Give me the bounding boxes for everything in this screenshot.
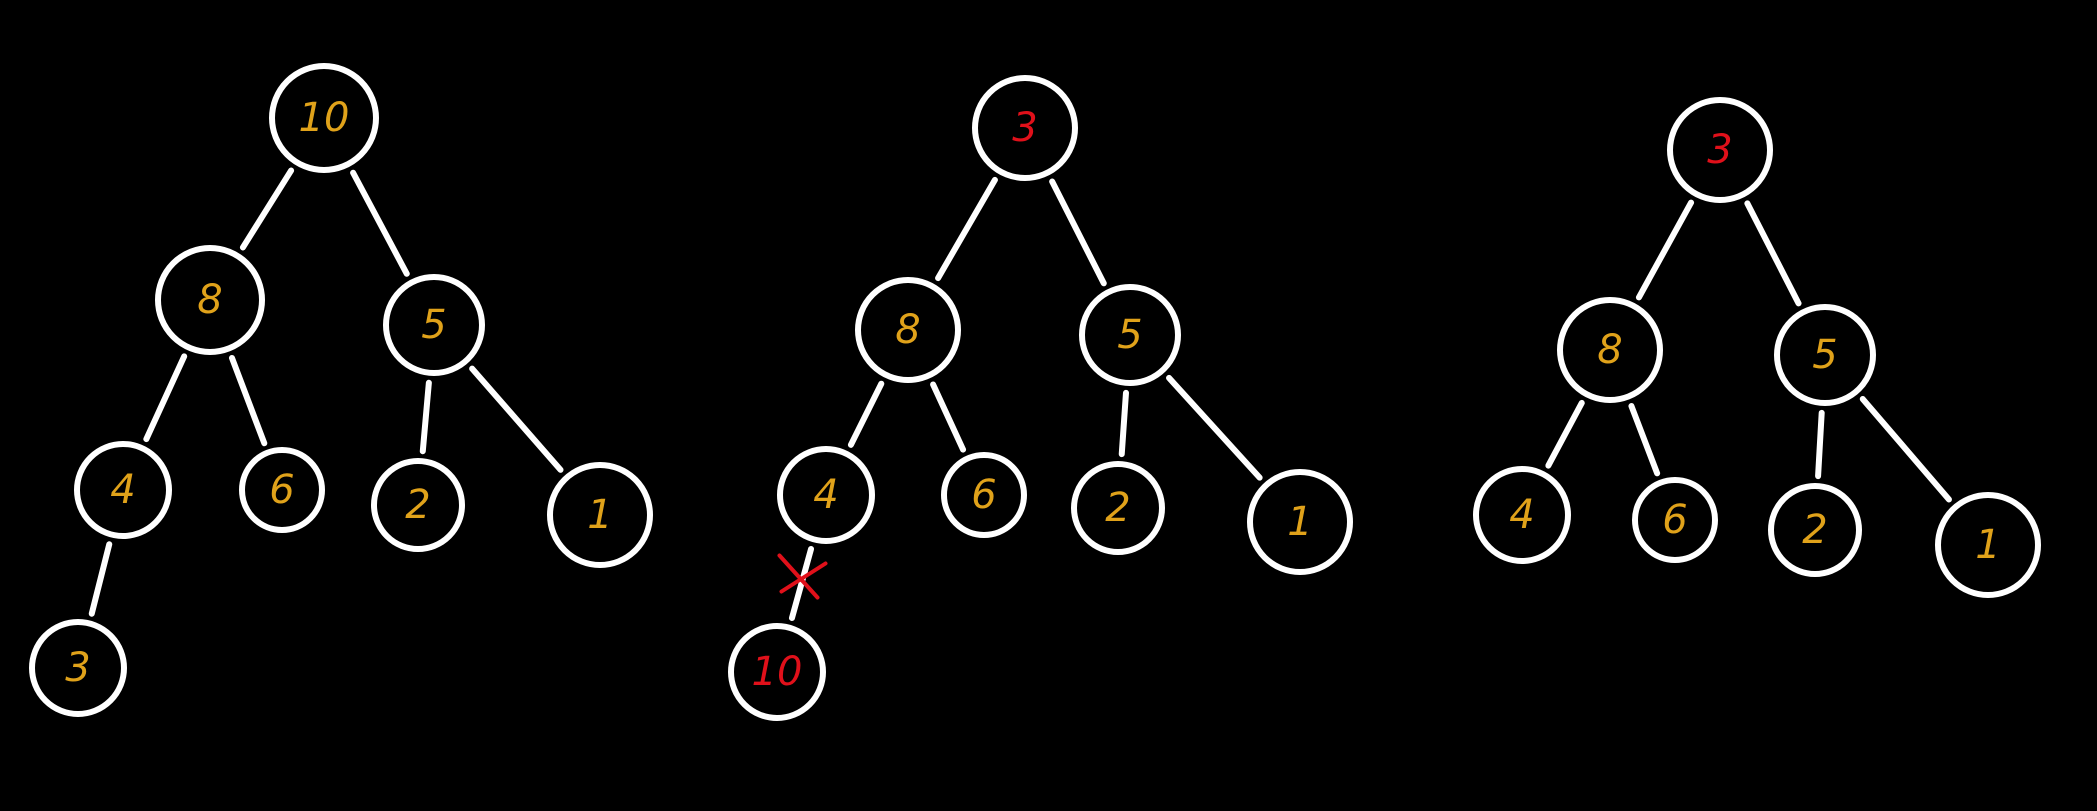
node-label: 2 — [1802, 507, 1827, 553]
tree-node: 5 — [383, 274, 485, 376]
node-circle — [1935, 492, 2041, 598]
edge-a-b — [935, 176, 998, 282]
node-circle — [383, 274, 485, 376]
node-circle — [972, 75, 1078, 181]
node-circle — [1071, 461, 1165, 555]
node-label: 5 — [1812, 332, 1837, 378]
node-circle — [1473, 466, 1571, 564]
tree-node: 4 — [1473, 466, 1571, 564]
edge-c-f — [1118, 389, 1129, 458]
node-label: 6 — [1662, 497, 1687, 543]
tree-node: 10 — [728, 623, 826, 721]
node-label: 2 — [1105, 485, 1130, 531]
node-label: 1 — [1975, 522, 2000, 568]
node-label: 6 — [269, 467, 294, 513]
node-circle — [1557, 297, 1663, 403]
node-label: 1 — [587, 492, 612, 538]
node-circle — [941, 452, 1027, 538]
node-circle — [855, 277, 961, 383]
node-circle — [547, 462, 653, 568]
node-label: 10 — [752, 649, 803, 695]
node-label: 1 — [1287, 499, 1312, 545]
node-label: 5 — [1117, 312, 1142, 358]
edge-c-f — [419, 379, 432, 455]
node-label: 3 — [1012, 105, 1037, 151]
node-circle — [728, 623, 826, 721]
tree-node: 5 — [1079, 284, 1181, 386]
edge-a-c — [350, 169, 410, 277]
node-circle — [1667, 97, 1773, 203]
node-circle — [1774, 304, 1876, 406]
edge-b-d — [1545, 399, 1585, 469]
tree-node: 3 — [972, 75, 1078, 181]
edge-a-c — [1049, 178, 1107, 287]
edge-c-g — [469, 365, 564, 473]
edge-c-f — [1815, 409, 1825, 480]
tree-node: 2 — [1768, 483, 1862, 577]
edge-b-e — [930, 381, 967, 453]
node-label: 2 — [405, 482, 430, 528]
node-label: 8 — [197, 277, 222, 323]
node-label: 8 — [895, 307, 920, 353]
node-label: 10 — [299, 95, 350, 141]
tree-node: 2 — [1071, 461, 1165, 555]
tree-node: 1 — [1935, 492, 2041, 598]
edge-b-e — [1628, 403, 1661, 477]
edge-b-e — [228, 354, 268, 447]
edge-b-d — [143, 353, 188, 443]
node-label: 8 — [1597, 327, 1622, 373]
tree-node: 5 — [1774, 304, 1876, 406]
tree-node: 1 — [547, 462, 653, 568]
node-circle — [74, 441, 172, 539]
edge-a-b — [1635, 199, 1695, 301]
tree-node: 3 — [1667, 97, 1773, 203]
edge-d-h — [788, 545, 815, 622]
tree-node: 10 — [269, 63, 379, 173]
tree-node: 6 — [1632, 477, 1718, 563]
edge-c-g — [1859, 396, 1952, 503]
edge-b-d — [847, 380, 885, 448]
tree-node: 4 — [74, 441, 172, 539]
node-circle — [1768, 483, 1862, 577]
tree-original: 10 8 5 4 6 2 1 3 — [29, 63, 653, 717]
tree-node: 8 — [1557, 297, 1663, 403]
node-circle — [269, 63, 379, 173]
node-circle — [1632, 477, 1718, 563]
tree-removed: 3 8 5 4 6 2 1 — [1473, 97, 2041, 598]
node-label: 4 — [813, 472, 838, 518]
edge-a-b — [239, 167, 295, 251]
node-label: 4 — [1509, 492, 1534, 538]
node-label: 5 — [421, 302, 446, 348]
node-label: 3 — [1707, 127, 1732, 173]
node-circle — [1247, 469, 1353, 575]
tree-node: 2 — [371, 458, 465, 552]
tree-node: 8 — [855, 277, 961, 383]
node-circle — [777, 446, 875, 544]
node-circle — [239, 447, 325, 533]
node-circle — [1079, 284, 1181, 386]
tree-node: 6 — [941, 452, 1027, 538]
edge-c-g — [1166, 374, 1263, 481]
tree-swapped: 3 8 5 4 6 2 1 10 — [728, 75, 1353, 721]
edge-a-c — [1744, 200, 1802, 307]
crossed-edge-mark — [777, 553, 828, 600]
tree-node: 4 — [777, 446, 875, 544]
edge-d-h — [88, 541, 113, 617]
node-circle — [155, 245, 265, 355]
tree-node: 3 — [29, 619, 127, 717]
tree-node: 8 — [155, 245, 265, 355]
node-circle — [29, 619, 127, 717]
node-label: 4 — [110, 467, 135, 513]
node-label: 3 — [65, 645, 90, 691]
tree-node: 1 — [1247, 469, 1353, 575]
tree-node: 6 — [239, 447, 325, 533]
node-label: 6 — [971, 472, 996, 518]
node-circle — [371, 458, 465, 552]
